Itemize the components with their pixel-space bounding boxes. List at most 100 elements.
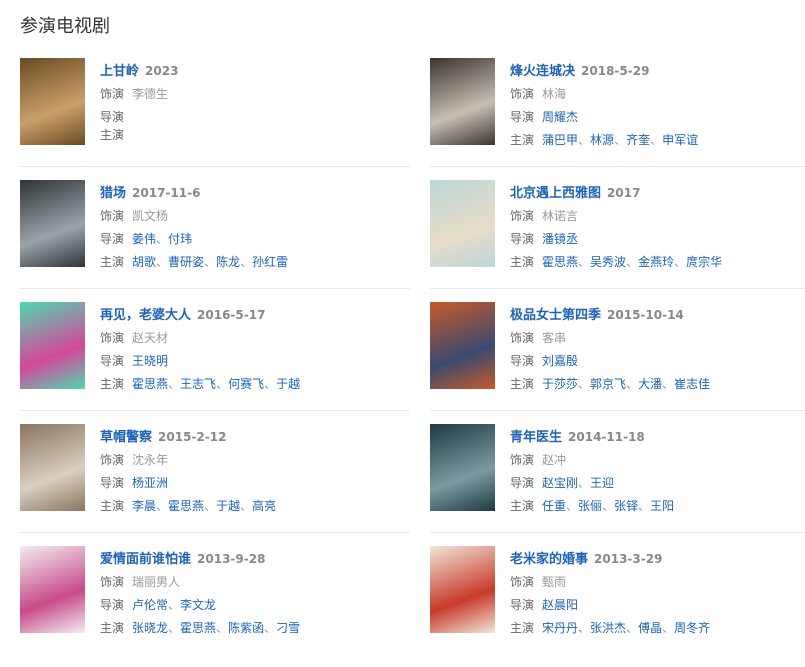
person-link[interactable]: 大潘 [638,377,663,391]
show-title-link[interactable]: 青年医生 [510,430,563,445]
role-name: 凯文杨 [132,209,169,223]
separator: 、 [216,377,229,391]
poster-image[interactable] [20,546,85,633]
person-link[interactable]: 赵宝刚 [542,476,579,490]
person-link[interactable]: 于越 [276,377,301,391]
person-link[interactable]: 张俪 [578,499,603,513]
person-link[interactable]: 任重 [542,499,567,513]
person-link[interactable]: 胡歌 [132,255,157,269]
cast-row: 主演 霍思燕、吴秀波、金燕玲、庹宗华 [510,251,722,274]
poster-image[interactable] [20,302,85,389]
poster-image[interactable] [430,424,495,511]
poster-image[interactable] [430,546,495,633]
person-link[interactable]: 刁雪 [276,621,301,635]
person-link[interactable]: 傅晶 [638,621,663,635]
person-link[interactable]: 齐奎 [626,133,651,147]
role-label: 饰演 [100,453,125,467]
show-title-link[interactable]: 爱情面前谁怕谁 [100,552,192,567]
show-info: 青年医生 2014-11-18 饰演 赵冲 导演 赵宝刚、王迎 主演 任重、张俪、张铎、王阳 [510,426,674,518]
poster-image[interactable] [430,302,495,389]
cast-row: 主演 张晓龙、霍思燕、陈紫函、刁雪 [100,617,300,640]
cast-row: 主演 [100,124,178,142]
person-link[interactable]: 王晓明 [132,354,169,368]
separator: 、 [204,499,217,513]
person-link[interactable]: 杨亚洲 [132,476,169,490]
person-link[interactable]: 高亮 [252,499,277,513]
person-link[interactable]: 吴秀波 [590,255,627,269]
role-name: 李德生 [132,87,169,101]
cast-label: 主演 [100,621,125,635]
person-link[interactable]: 王志飞 [180,377,217,391]
separator: 、 [578,377,591,391]
person-link[interactable]: 霍思燕 [180,621,217,635]
poster-image[interactable] [430,180,495,267]
person-link[interactable]: 曹研姿 [168,255,205,269]
person-link[interactable]: 刘嘉殷 [542,354,579,368]
right-column: 烽火连城决 2018-5-29 饰演 林海 导演 周耀杰 主演 蒲巴甲、林源、齐奎、申军谊 北京… [430,58,805,667]
person-link[interactable]: 孙红雷 [252,255,289,269]
separator: 、 [264,377,277,391]
role-label: 饰演 [510,331,535,345]
poster-image[interactable] [20,58,85,145]
person-link[interactable]: 陈紫函 [228,621,265,635]
person-link[interactable]: 庹宗华 [686,255,723,269]
person-link[interactable]: 潘镜丞 [542,232,579,246]
title-row: 老米家的婚事 2013-3-29 [510,548,710,571]
person-link[interactable]: 王迎 [590,476,615,490]
release-date: 2015-2-12 [158,430,227,444]
tv-show-item: 青年医生 2014-11-18 饰演 赵冲 导演 赵宝刚、王迎 主演 任重、张俪、张铎、王阳 [430,424,805,533]
cast-label: 主演 [100,377,125,391]
person-link[interactable]: 姜伟 [132,232,157,246]
show-title-link[interactable]: 再见，老婆大人 [100,308,192,323]
person-link[interactable]: 蒲巴甲 [542,133,579,147]
person-link[interactable]: 何赛飞 [228,377,265,391]
person-link[interactable]: 霍思燕 [132,377,169,391]
person-link[interactable]: 宋丹丹 [542,621,579,635]
poster-image[interactable] [430,58,495,145]
role-name: 赵冲 [542,453,567,467]
person-link[interactable]: 王阳 [650,499,675,513]
poster-image[interactable] [20,180,85,267]
show-title-link[interactable]: 烽火连城决 [510,64,576,79]
person-link[interactable]: 郭京飞 [590,377,627,391]
person-link[interactable]: 卢伦常 [132,598,169,612]
person-link[interactable]: 李晨 [132,499,157,513]
person-link[interactable]: 于莎莎 [542,377,579,391]
title-row: 北京遇上西雅图 2017 [510,182,722,205]
person-link[interactable]: 张洪杰 [590,621,627,635]
person-link[interactable]: 于越 [216,499,241,513]
person-link[interactable]: 周耀杰 [542,110,579,124]
show-title-link[interactable]: 北京遇上西雅图 [510,186,602,201]
person-link[interactable]: 申军谊 [662,133,699,147]
person-link[interactable]: 张铎 [614,499,639,513]
show-info: 北京遇上西雅图 2017 饰演 林诺言 导演 潘镜丞 主演 霍思燕、吴秀波、金燕玲、庹宗华 [510,182,722,274]
show-title-link[interactable]: 极品女士第四季 [510,308,602,323]
person-link[interactable]: 赵晨阳 [542,598,579,612]
release-date: 2017-11-6 [132,186,201,200]
role-row: 饰演 瑞丽男人 [100,571,300,594]
role-name: 客串 [542,331,567,345]
person-link[interactable]: 霍思燕 [542,255,579,269]
person-link[interactable]: 崔志佳 [674,377,711,391]
cast-row: 主演 李晨、霍思燕、于越、高亮 [100,495,276,518]
show-title-link[interactable]: 猎场 [100,186,127,201]
person-link[interactable]: 张晓龙 [132,621,169,635]
show-info: 极品女士第四季 2015-10-14 饰演 客串 导演 刘嘉殷 主演 于莎莎、郭京飞、大潘、崔… [510,304,710,396]
person-link[interactable]: 李文龙 [180,598,217,612]
show-info: 猎场 2017-11-6 饰演 凯文杨 导演 姜伟、付玮 主演 胡歌、曹研姿、陈龙、孙红雷 [100,182,288,274]
separator: 、 [638,499,651,513]
person-link[interactable]: 陈龙 [216,255,241,269]
show-title-link[interactable]: 老米家的婚事 [510,552,589,567]
show-title-link[interactable]: 上甘岭 [100,64,140,79]
person-link[interactable]: 付玮 [168,232,193,246]
separator: 、 [674,255,687,269]
person-link[interactable]: 霍思燕 [168,499,205,513]
person-link[interactable]: 林源 [590,133,615,147]
show-title-link[interactable]: 草帽警察 [100,430,153,445]
poster-image[interactable] [20,424,85,511]
separator: 、 [626,377,639,391]
person-link[interactable]: 金燕玲 [638,255,675,269]
role-name: 沈永年 [132,453,169,467]
cast-label: 主演 [510,499,535,513]
person-link[interactable]: 周冬齐 [674,621,711,635]
